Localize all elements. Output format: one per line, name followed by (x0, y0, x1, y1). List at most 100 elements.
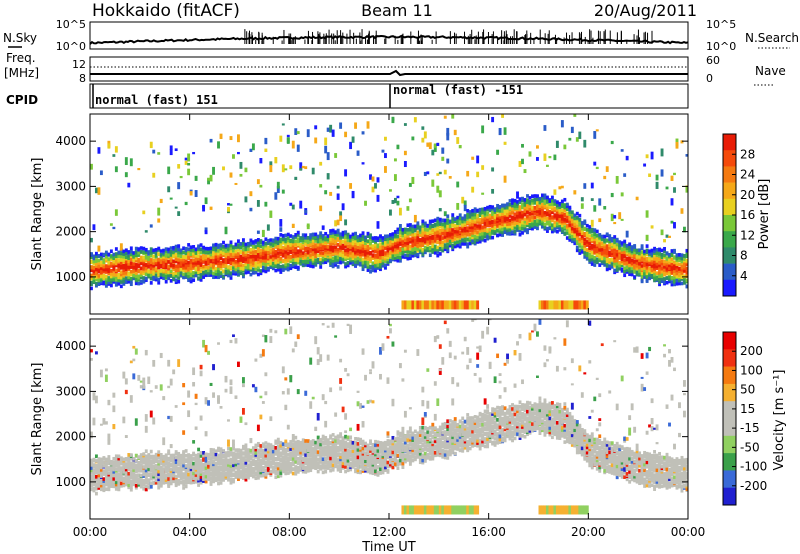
echo-cell (605, 244, 609, 248)
echo-cell (107, 461, 111, 466)
echo-cell (481, 231, 485, 236)
echo-cell (167, 477, 171, 481)
echo-cell (187, 260, 191, 265)
echo-cell (366, 251, 370, 255)
echo-cell (673, 269, 676, 274)
echo-cell (443, 223, 447, 228)
echo-cell (483, 206, 487, 211)
echo-cell (281, 241, 285, 245)
echo-cell (234, 458, 238, 463)
echo-cell (685, 266, 688, 271)
echo-cell (468, 215, 472, 219)
echo-cell (389, 243, 392, 248)
echo-cell (246, 241, 250, 246)
echo-cell (209, 476, 213, 481)
echo-cell (209, 263, 213, 267)
echo-cell (204, 344, 208, 353)
echo-cell (97, 245, 101, 252)
echo-cell (513, 212, 517, 216)
echo-cell (286, 245, 290, 249)
echo-cell (580, 239, 584, 244)
echo-cell (426, 142, 430, 147)
echo-cell (668, 235, 671, 238)
echo-cell (207, 464, 210, 468)
echo-cell (423, 247, 427, 252)
echo-cell (194, 257, 198, 261)
echo-cell (376, 194, 380, 202)
echo-cell (628, 272, 632, 277)
echo-cell (590, 229, 594, 234)
echo-cell (157, 472, 161, 476)
echo-cell (670, 270, 674, 274)
echo-cell (550, 229, 554, 234)
echo-cell (384, 153, 387, 159)
echo-cell (189, 480, 193, 485)
echo-cell (237, 272, 240, 276)
echo-cell (478, 212, 482, 217)
echo-cell (401, 233, 405, 238)
echo-cell (481, 192, 485, 195)
echo-cell (112, 460, 116, 465)
echo-cell (650, 270, 654, 274)
echo-cell (536, 157, 539, 161)
echo-cell (521, 231, 524, 235)
echo-cell (104, 457, 108, 462)
echo-cell (371, 244, 375, 248)
echo-cell (545, 203, 549, 207)
echo-cell (189, 258, 193, 263)
echo-cell (244, 167, 248, 173)
echo-cell (149, 481, 153, 486)
echo-cell (436, 173, 440, 176)
echo-cell (104, 487, 108, 491)
echo-cell (117, 272, 121, 277)
echo-cell (359, 236, 362, 241)
echo-cell (187, 468, 191, 473)
echo-cell (453, 217, 457, 221)
echo-cell (553, 154, 557, 161)
echo-cell (232, 154, 235, 159)
echo-cell (129, 252, 133, 257)
echo-cell (127, 471, 131, 476)
echo-cell (376, 177, 380, 183)
echo-cell (157, 485, 161, 490)
echo-cell (523, 217, 527, 222)
echo-cell (127, 250, 131, 254)
echo-cell (167, 276, 171, 281)
echo-cell (398, 207, 402, 216)
echo-cell (212, 247, 215, 252)
echo-cell (119, 473, 123, 478)
echo-cell (279, 219, 283, 227)
echo-cell (675, 253, 679, 257)
echo-cell (319, 205, 323, 212)
echo-cell (379, 267, 382, 272)
echo-cell (129, 461, 133, 466)
echo-cell (603, 206, 607, 210)
echo-cell (174, 271, 178, 275)
echo-cell (413, 117, 417, 123)
echo-cell (189, 477, 193, 481)
echo-cell (184, 275, 188, 279)
echo-cell (533, 219, 537, 224)
echo-cell (117, 459, 121, 463)
echo-cell (229, 379, 233, 386)
echo-cell (613, 268, 617, 273)
echo-cell (516, 191, 519, 199)
echo-cell (658, 282, 661, 287)
echo-cell (673, 275, 676, 280)
echo-cell (142, 478, 146, 483)
echo-cell (251, 240, 255, 244)
power-colorbar-swatch (723, 166, 736, 183)
echo-cell (471, 156, 475, 160)
echo-cell (197, 478, 201, 483)
echo-cell (189, 461, 193, 466)
echo-cell (187, 410, 191, 418)
echo-cell (256, 179, 260, 185)
echo-cell (506, 231, 509, 236)
echo-cell (468, 236, 472, 240)
echo-cell (436, 226, 440, 230)
echo-cell (234, 472, 238, 477)
echo-cell (488, 219, 492, 224)
echo-cell (144, 425, 148, 433)
echo-cell (174, 481, 178, 486)
echo-cell (254, 245, 258, 249)
